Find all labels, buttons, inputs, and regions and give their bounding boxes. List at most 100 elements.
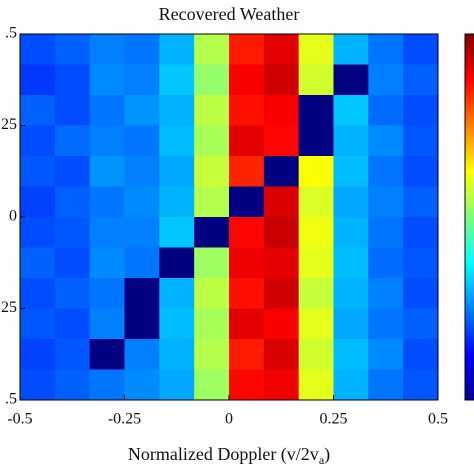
heat-cell [89, 125, 125, 157]
heat-cell [368, 186, 404, 218]
heat-cell [20, 34, 56, 65]
heat-cell [333, 278, 369, 309]
heat-cell [20, 308, 56, 340]
heat-cell [89, 34, 125, 65]
y-tick-label: .5 [5, 25, 17, 42]
heat-cell [298, 186, 334, 218]
heat-cell [159, 308, 195, 340]
x-label-sub: a [319, 453, 325, 467]
heat-cell [124, 34, 160, 65]
heat-cell [194, 217, 230, 248]
heat-cell [298, 247, 334, 279]
heat-cell [333, 217, 369, 248]
heat-cell [368, 217, 404, 248]
heat-cell [403, 217, 439, 248]
heat-cell [124, 369, 160, 401]
heat-cell [159, 64, 195, 96]
heat-cell [403, 278, 439, 309]
heat-cell [298, 95, 334, 126]
heat-cell [263, 278, 300, 309]
heat-cell [54, 247, 91, 279]
heat-cell [333, 339, 369, 370]
heat-cell [333, 95, 369, 126]
heat-cell [333, 64, 369, 96]
heat-cell [229, 247, 265, 279]
heat-cell [333, 369, 369, 401]
heat-cell [20, 278, 56, 309]
heat-cell [333, 125, 369, 157]
heat-cell [403, 156, 439, 187]
heat-cell [194, 308, 230, 340]
heat-cell [229, 186, 265, 218]
heat-cell [159, 339, 195, 370]
heat-cell [333, 156, 369, 187]
heat-cell [368, 308, 404, 340]
heat-cell [89, 308, 125, 340]
heat-cell [263, 247, 300, 279]
heat-cell [263, 95, 300, 126]
heat-cell [229, 125, 265, 157]
heat-cell [263, 186, 300, 218]
heat-cell [159, 95, 195, 126]
y-tick-label: .25 [0, 299, 17, 316]
heat-cell [194, 64, 230, 96]
heat-cell [159, 34, 195, 65]
heat-cell [124, 186, 160, 218]
heat-cell [229, 369, 265, 401]
heat-cell [368, 247, 404, 279]
heat-cell [89, 247, 125, 279]
heat-cell [333, 247, 369, 279]
heat-cell [298, 125, 334, 157]
x-axis-label: Normalized Doppler (v/2va) [128, 444, 330, 467]
heat-cell [298, 278, 334, 309]
heat-cell [229, 156, 265, 187]
heat-cell [124, 217, 160, 248]
heat-cell [229, 217, 265, 248]
heat-cell [159, 278, 195, 309]
heat-cell [333, 308, 369, 340]
heat-cell [124, 156, 160, 187]
heat-cell [403, 186, 439, 218]
heat-cell [298, 34, 334, 65]
heat-cell [20, 186, 56, 218]
heat-cell [368, 125, 404, 157]
heat-cell [89, 95, 125, 126]
heat-cell [298, 156, 334, 187]
heat-cell [298, 339, 334, 370]
heat-cell [89, 186, 125, 218]
heat-cell [263, 217, 300, 248]
heat-cell [159, 369, 195, 401]
heat-cell [229, 95, 265, 126]
heat-cell [368, 64, 404, 96]
heat-cell [89, 369, 125, 401]
heat-cell [263, 64, 300, 96]
heat-cell [368, 156, 404, 187]
heat-cell [263, 369, 300, 401]
heat-cell [229, 278, 265, 309]
heat-cell [20, 369, 56, 401]
heat-cell [54, 369, 91, 401]
heat-cell [124, 339, 160, 370]
heat-cell [20, 217, 56, 248]
heat-cell [20, 95, 56, 126]
heat-cell [54, 278, 91, 309]
heat-cell [194, 278, 230, 309]
heat-cell [333, 34, 369, 65]
heat-cell [89, 339, 125, 370]
heat-cell [298, 369, 334, 401]
colorbar [464, 33, 474, 401]
heat-cell [89, 156, 125, 187]
y-tick-label: .25 [0, 116, 17, 133]
heat-cell [124, 308, 160, 340]
heat-cell [20, 125, 56, 157]
x-tick-label: -0.25 [108, 411, 141, 428]
heat-cell [263, 156, 300, 187]
heat-cell [368, 278, 404, 309]
heat-cell [20, 339, 56, 370]
heat-cell [20, 247, 56, 279]
heat-cell [263, 339, 300, 370]
heat-cell [124, 247, 160, 279]
x-tick-label: 0.25 [320, 411, 348, 428]
heat-cell [159, 125, 195, 157]
